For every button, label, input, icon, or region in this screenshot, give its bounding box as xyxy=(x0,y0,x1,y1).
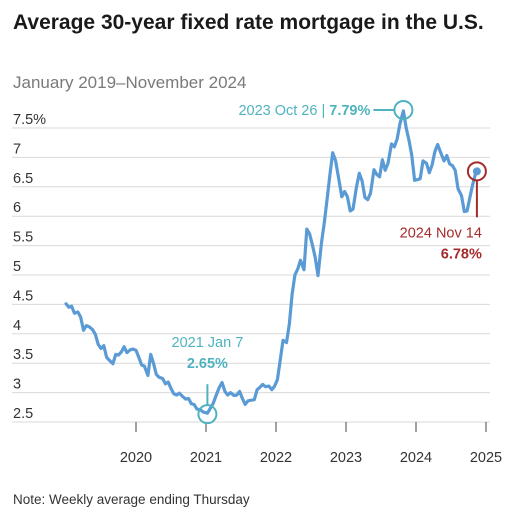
y-tick-label: 6 xyxy=(13,200,21,216)
y-tick-label: 5 xyxy=(13,259,21,275)
x-tick-label: 2023 xyxy=(330,450,362,466)
y-tick-label: 7.5% xyxy=(13,112,46,128)
y-axis-ticks: 7.5% 7 6.5 6 5.5 5 4.5 4 3.5 3 2.5 xyxy=(13,112,46,422)
high-value: 7.79% xyxy=(329,103,370,119)
high-separator: | xyxy=(317,103,329,119)
low-value: 2.65% xyxy=(187,356,228,372)
latest-value: 6.78% xyxy=(441,246,482,262)
y-tick-label: 5.5 xyxy=(13,230,33,246)
x-tick-label: 2020 xyxy=(120,450,152,466)
x-tick-label: 2021 xyxy=(190,450,222,466)
y-tick-label: 7 xyxy=(13,141,21,157)
chart-title: Average 30-year fixed rate mortgage in t… xyxy=(13,11,484,34)
high-annotation: 2023 Oct 26 | 7.79% xyxy=(238,99,414,120)
y-tick-label: 4.5 xyxy=(13,288,33,304)
low-annotation: 2021 Jan 7 2.65% xyxy=(172,335,244,425)
latest-marker-dot xyxy=(472,167,481,176)
low-date: 2021 Jan 7 xyxy=(172,335,244,351)
y-tick-label: 2.5 xyxy=(13,406,33,422)
latest-date: 2024 Nov 14 xyxy=(400,225,482,241)
high-label: 2023 Oct 26 | 7.79% xyxy=(238,103,370,119)
x-axis-ticks: 2020 2021 2022 2023 2024 2025 xyxy=(120,422,502,466)
grid-lines xyxy=(12,127,490,423)
y-tick-label: 4 xyxy=(13,318,21,334)
y-tick-label: 3.5 xyxy=(13,347,33,363)
latest-annotation: 2024 Nov 14 6.78% xyxy=(400,161,487,262)
y-tick-label: 6.5 xyxy=(13,171,33,187)
chart-subtitle: January 2019–November 2024 xyxy=(13,73,247,92)
x-tick-label: 2025 xyxy=(470,450,502,466)
y-tick-label: 3 xyxy=(13,377,21,393)
x-tick-label: 2024 xyxy=(400,450,432,466)
chart-note: Note: Weekly average ending Thursday xyxy=(13,492,250,507)
high-date: 2023 Oct 26 xyxy=(238,103,317,119)
x-tick-label: 2022 xyxy=(260,450,292,466)
mortgage-rate-line xyxy=(64,109,479,415)
